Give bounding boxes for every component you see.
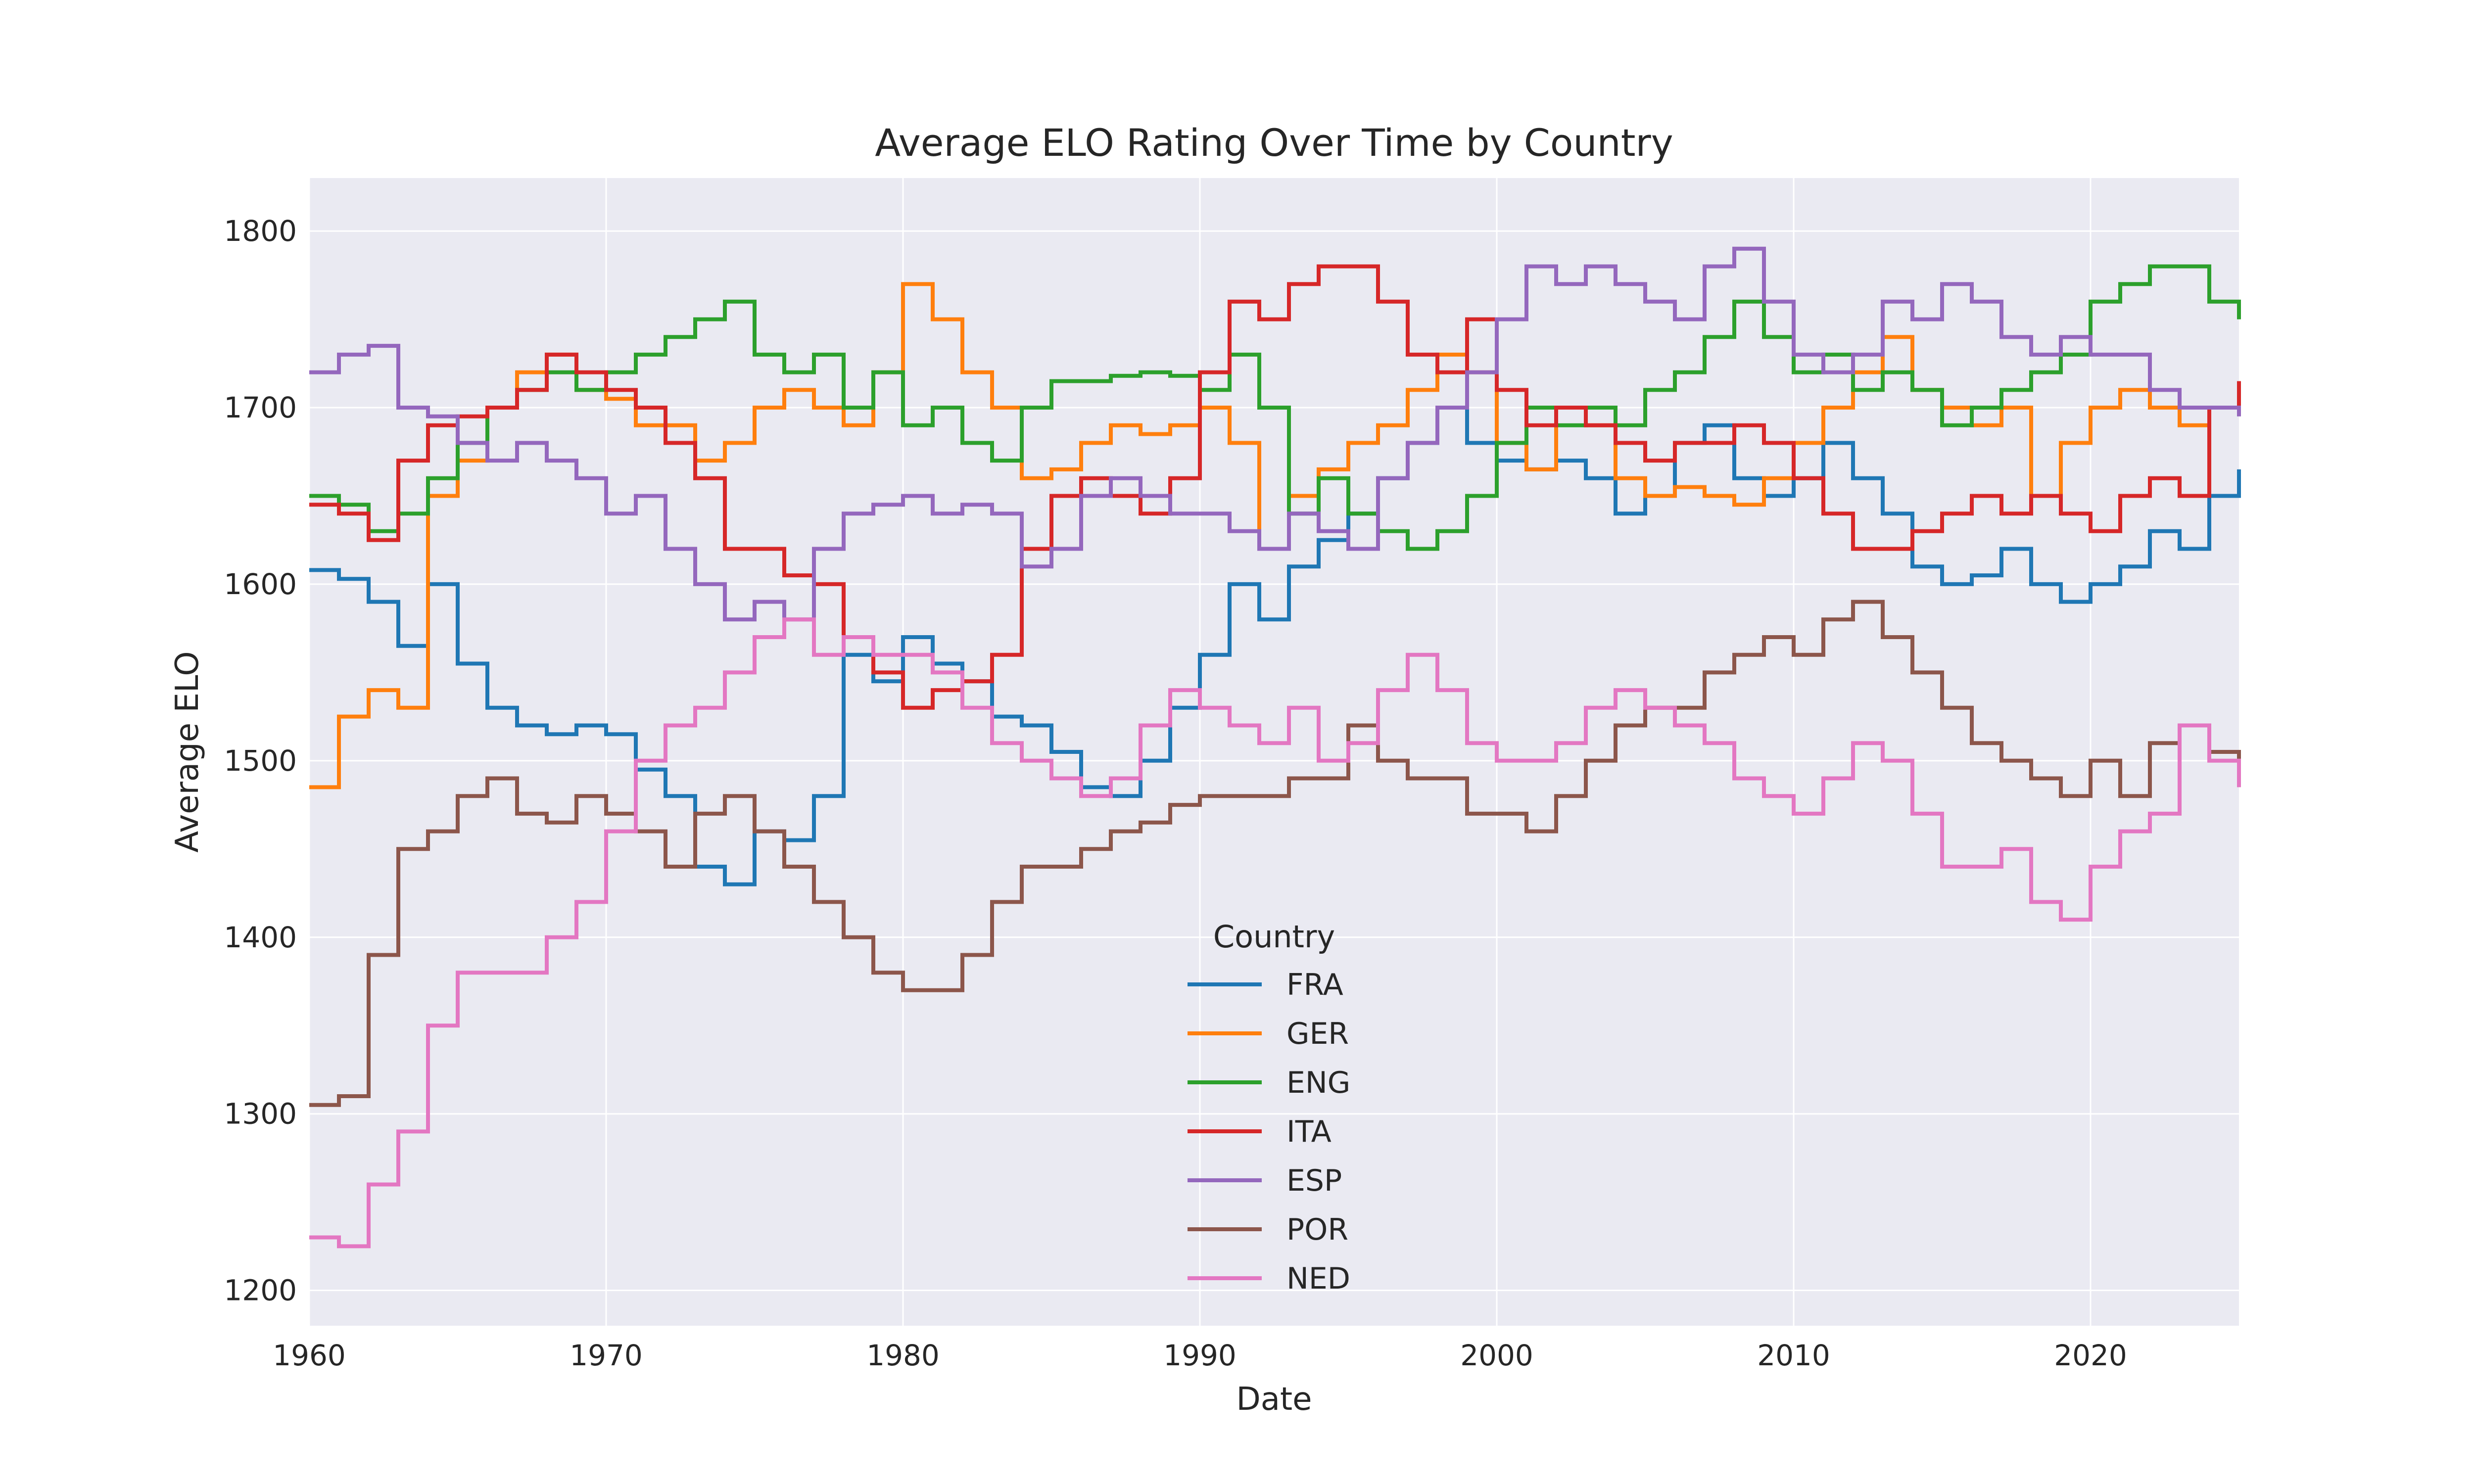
x-tick-label: 1980 bbox=[866, 1339, 940, 1372]
x-tick-label: 1960 bbox=[273, 1339, 346, 1372]
legend-label-ita: ITA bbox=[1286, 1114, 1332, 1149]
x-tick-label: 1970 bbox=[570, 1339, 643, 1372]
legend-items: FRA GER ENG ITA ESP POR NED bbox=[1188, 968, 1350, 1296]
series-line-esp bbox=[309, 246, 2241, 622]
legend: Country FRA GER ENG ITA ESP POR NED bbox=[1188, 919, 1350, 1296]
y-tick-label: 1200 bbox=[224, 1274, 297, 1307]
legend-label-eng: ENG bbox=[1286, 1066, 1350, 1100]
legend-label-ger: GER bbox=[1286, 1017, 1349, 1051]
series-line-por bbox=[309, 600, 2241, 1107]
y-tick-label: 1600 bbox=[224, 567, 297, 601]
x-tick-label: 2010 bbox=[1757, 1339, 1830, 1372]
y-tick-label: 1400 bbox=[224, 921, 297, 954]
series-line-ita bbox=[309, 264, 2241, 710]
legend-label-fra: FRA bbox=[1286, 968, 1343, 1002]
legend-label-por: POR bbox=[1286, 1212, 1348, 1247]
y-tick-label: 1800 bbox=[224, 214, 297, 248]
x-tick-label: 2020 bbox=[2054, 1339, 2127, 1372]
series-line-fra bbox=[309, 406, 2241, 886]
y-tick-label: 1500 bbox=[224, 744, 297, 778]
y-axis-label: Average ELO bbox=[169, 651, 206, 852]
x-axis-ticks: 1960 1970 1980 1990 2000 2010 2020 bbox=[273, 1339, 2127, 1372]
chart-title: Average ELO Rating Over Time by Country bbox=[875, 121, 1673, 165]
legend-label-esp: ESP bbox=[1286, 1163, 1342, 1198]
y-tick-label: 1700 bbox=[224, 391, 297, 424]
legend-title: Country bbox=[1213, 919, 1335, 955]
y-axis-ticks: 1200 1300 1400 1500 1600 1700 1800 bbox=[224, 214, 297, 1307]
x-axis-label: Date bbox=[1237, 1381, 1312, 1418]
x-tick-label: 2000 bbox=[1460, 1339, 1533, 1372]
series-line-ned bbox=[309, 617, 2241, 1249]
series-lines bbox=[309, 246, 2241, 1249]
series-line-eng bbox=[309, 264, 2241, 551]
y-tick-label: 1300 bbox=[224, 1097, 297, 1131]
legend-label-ned: NED bbox=[1286, 1261, 1350, 1296]
plot-background bbox=[309, 178, 2239, 1326]
x-tick-label: 1990 bbox=[1163, 1339, 1237, 1372]
